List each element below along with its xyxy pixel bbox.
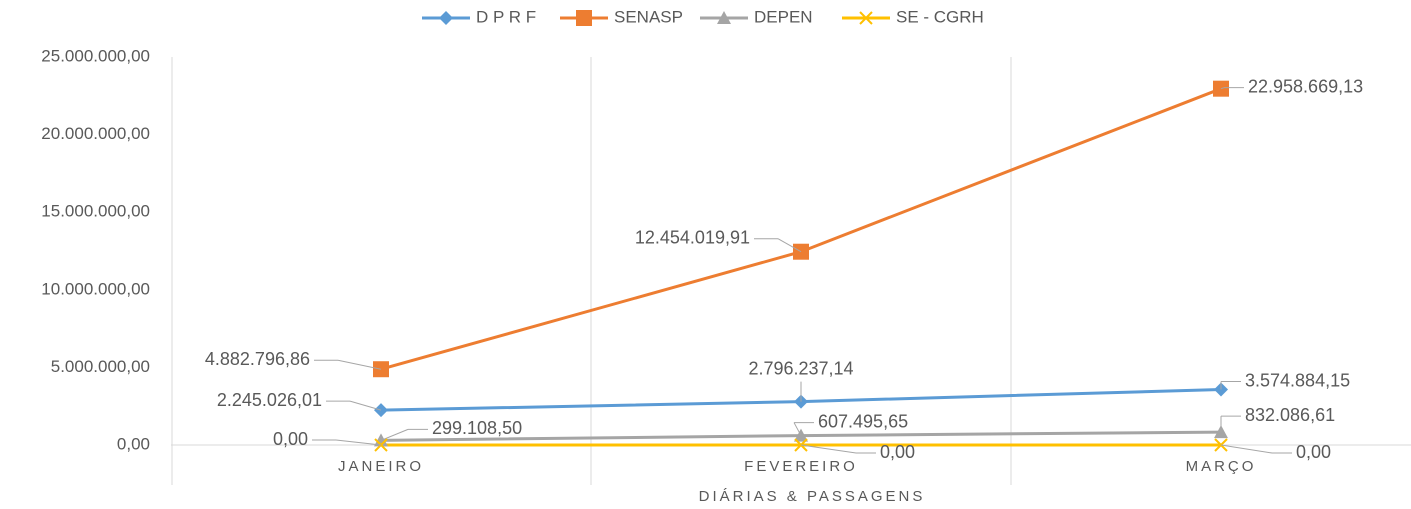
x-tick-label: MARÇO: [1186, 458, 1257, 475]
leader-line: [349, 400, 382, 411]
y-tick-label: 0,00: [117, 434, 150, 453]
leader-line: [380, 428, 409, 441]
data-label: 22.958.669,13: [1248, 76, 1363, 96]
x-axis-title: DIÁRIAS & PASSAGENS: [699, 488, 926, 505]
legend-label: SENASP: [614, 7, 683, 26]
marker: [717, 11, 731, 24]
data-label: 832.086,61: [1245, 405, 1335, 425]
data-label: 12.454.019,91: [635, 227, 750, 247]
leader-line: [793, 422, 802, 436]
x-tick-label: FEVEREIRO: [744, 458, 858, 475]
leader-line: [335, 439, 382, 446]
data-label: 0,00: [1296, 442, 1331, 462]
data-label: 0,00: [880, 442, 915, 462]
leader-line: [337, 359, 382, 370]
x-tick-label: JANEIRO: [338, 458, 424, 475]
data-label: 0,00: [273, 429, 308, 449]
data-label: 4.882.796,86: [205, 349, 310, 369]
marker: [439, 11, 453, 25]
legend-label: DEPEN: [754, 7, 813, 26]
marker: [859, 11, 873, 25]
y-tick-label: 10.000.000,00: [41, 279, 150, 298]
y-tick-label: 15.000.000,00: [41, 202, 150, 221]
y-tick-label: 5.000.000,00: [51, 357, 150, 376]
series-line: [380, 87, 1222, 371]
data-label: 607.495,65: [818, 411, 908, 431]
y-tick-label: 25.000.000,00: [41, 46, 150, 65]
data-label: 299.108,50: [432, 418, 522, 438]
y-tick-label: 20.000.000,00: [41, 124, 150, 143]
marker: [576, 10, 592, 26]
marker: [793, 243, 809, 260]
data-label: 2.245.026,01: [217, 390, 322, 410]
data-label: 2.796.237,14: [748, 358, 853, 378]
leader-line: [777, 238, 802, 253]
leader-line: [800, 444, 857, 454]
data-label: 3.574.884,15: [1245, 370, 1350, 390]
leader-line: [1220, 444, 1273, 454]
leader-line: [1220, 87, 1225, 90]
legend-label: SE - CGRH: [896, 7, 984, 26]
legend-label: D P R F: [476, 7, 536, 26]
